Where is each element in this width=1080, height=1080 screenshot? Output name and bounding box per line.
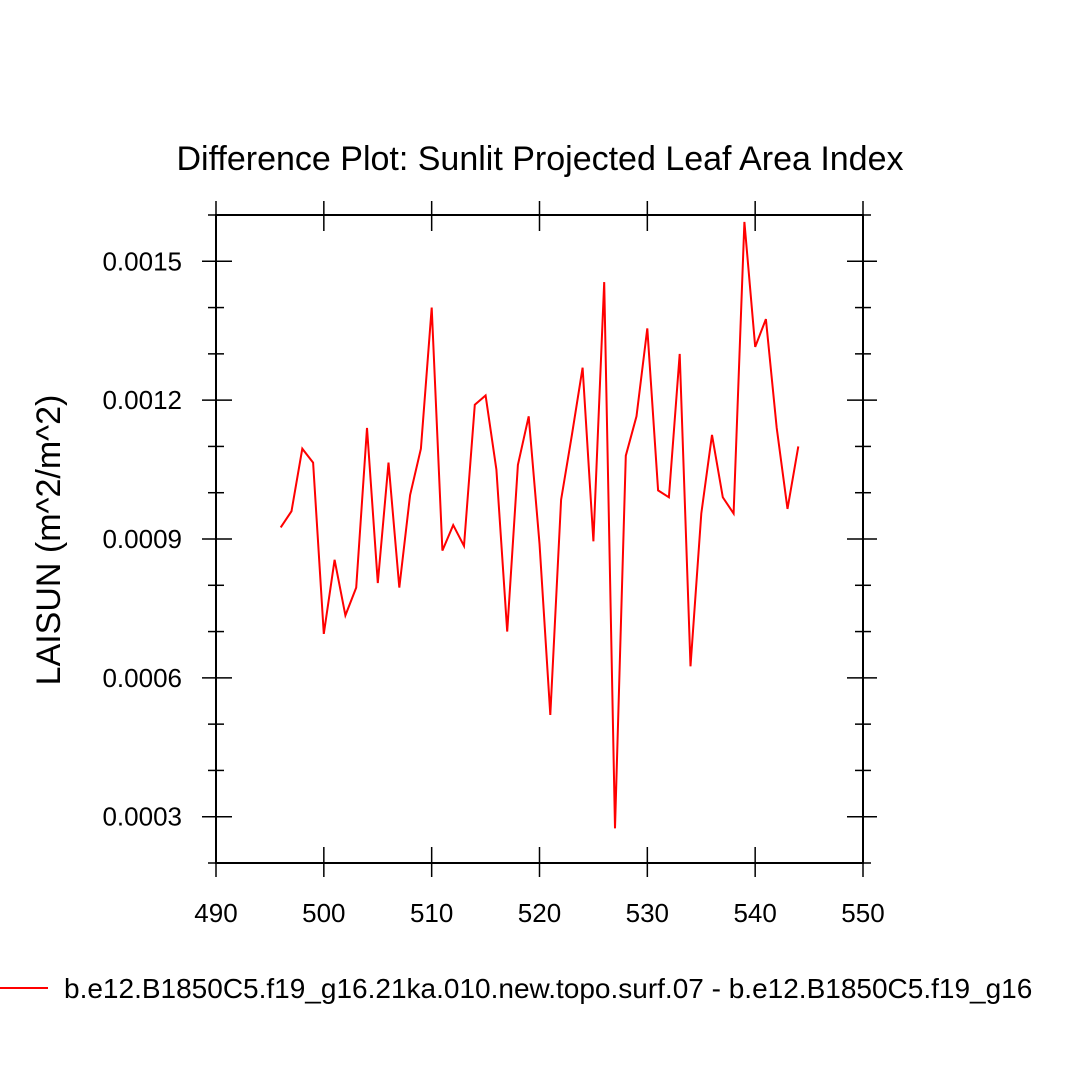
x-tick-label: 510 bbox=[410, 898, 453, 928]
axis-tick-labels: 490 500 510 520 530 540 550 0.0003 0.0006 0.0009 0… bbox=[102, 246, 884, 928]
y-tick-label: 0.0015 bbox=[102, 246, 182, 276]
x-tick-label: 490 bbox=[194, 898, 237, 928]
y-tick-label: 0.0006 bbox=[102, 663, 182, 693]
x-tick-label: 530 bbox=[626, 898, 669, 928]
y-axis-label: LAISUN (m^2/m^2) bbox=[30, 395, 68, 686]
y-tick-label: 0.0003 bbox=[102, 802, 182, 832]
y-tick-label: 0.0009 bbox=[102, 524, 182, 554]
x-tick-label: 550 bbox=[841, 898, 884, 928]
chart-title: Difference Plot: Sunlit Projected Leaf A… bbox=[176, 140, 903, 178]
legend: b.e12.B1850C5.f19_g16.21ka.010.new.topo.… bbox=[0, 973, 1032, 1004]
plot-frame bbox=[215, 214, 864, 864]
x-tick-label: 500 bbox=[302, 898, 345, 928]
legend-entry-label: b.e12.B1850C5.f19_g16.21ka.010.new.topo.… bbox=[64, 973, 1032, 1004]
x-tick-label: 540 bbox=[733, 898, 776, 928]
y-tick-label: 0.0012 bbox=[102, 385, 182, 415]
series-layer bbox=[279, 221, 800, 829]
series-line-0 bbox=[279, 221, 800, 829]
x-tick-label: 520 bbox=[518, 898, 561, 928]
